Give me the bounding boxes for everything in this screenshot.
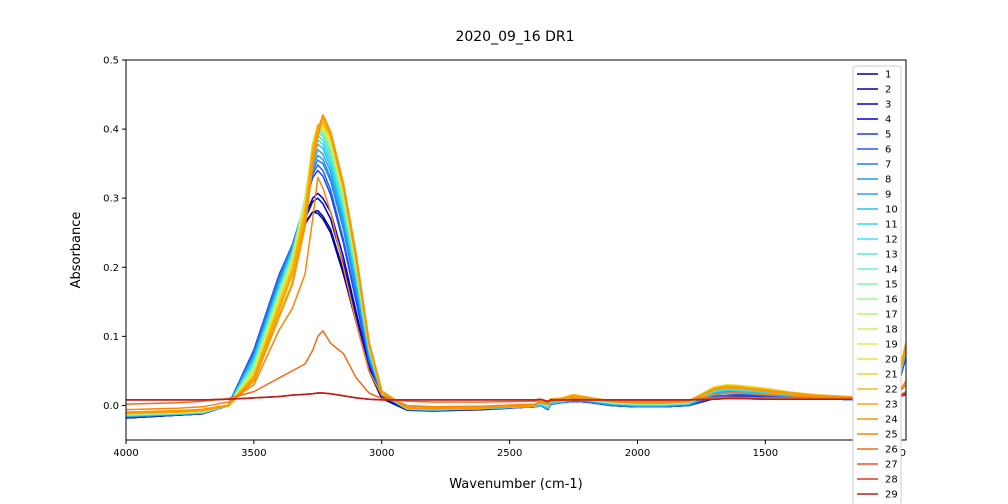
y-tick-label: 0.2 [103,263,119,274]
series-line-26 [126,330,906,405]
legend-label-26: 26 [885,445,898,456]
x-tick-label: 1500 [753,448,778,459]
x-tick-label: 3000 [369,448,394,459]
series-layer [126,114,906,419]
legend-label-7: 7 [885,160,891,171]
legend-label-28: 28 [885,475,898,486]
series-line-20 [126,124,906,415]
legend-label-13: 13 [885,250,898,261]
legend-label-10: 10 [885,205,898,216]
series-line-23 [126,115,906,415]
y-tick-label: 0.0 [103,401,119,412]
legend-label-23: 23 [885,400,898,411]
legend-label-9: 9 [885,190,891,201]
series-line-18 [126,125,906,415]
legend-label-12: 12 [885,235,898,246]
series-line-24 [126,114,906,414]
series-line-29 [126,392,906,403]
legend-label-6: 6 [885,145,891,156]
legend-label-3: 3 [885,100,891,111]
legend-label-20: 20 [885,355,898,366]
series-line-22 [126,121,906,415]
legend-label-22: 22 [885,385,898,396]
legend-label-29: 29 [885,490,898,501]
legend-label-8: 8 [885,175,891,186]
legend-label-15: 15 [885,280,898,291]
legend-label-4: 4 [885,115,891,126]
y-axis-ticks: 0.0 0.1 0.2 0.3 0.4 0.5 [103,56,126,412]
series-line-15 [126,129,906,416]
x-tick-label: 4000 [113,448,138,459]
x-axis-ticks: 4000350030002500200015001000 [113,440,906,459]
legend: 1234567891011121314151617181920212223242… [852,65,902,504]
series-line-19 [126,124,906,415]
series-line-25 [126,176,906,411]
x-tick-label: 2000 [625,448,650,459]
legend-label-16: 16 [885,295,898,306]
legend-label-17: 17 [885,310,898,321]
legend-box [852,65,902,504]
legend-label-11: 11 [885,220,898,231]
legend-label-24: 24 [885,415,898,426]
plot-frame [125,59,907,441]
y-tick-label: 0.1 [103,332,119,343]
series-line-21 [126,124,906,415]
y-tick-label: 0.4 [103,125,119,136]
legend-label-1: 1 [885,70,891,81]
series-line-17 [126,126,906,416]
legend-label-2: 2 [885,85,891,96]
legend-label-5: 5 [885,130,891,141]
x-tick-label: 3500 [241,448,266,459]
legend-label-14: 14 [885,265,898,276]
legend-label-18: 18 [885,325,898,336]
legend-label-19: 19 [885,340,898,351]
y-axis-label: Absorbance [69,212,84,289]
y-tick-label: 0.5 [103,56,119,67]
x-axis-label: Wavenumber (cm-1) [449,477,582,492]
chart-title: 2020_09_16 DR1 [455,29,574,45]
x-tick-label: 2500 [497,448,522,459]
y-tick-label: 0.3 [103,194,119,205]
series-line-16 [126,128,906,416]
legend-label-21: 21 [885,370,898,381]
legend-label-25: 25 [885,430,898,441]
legend-label-27: 27 [885,460,898,471]
